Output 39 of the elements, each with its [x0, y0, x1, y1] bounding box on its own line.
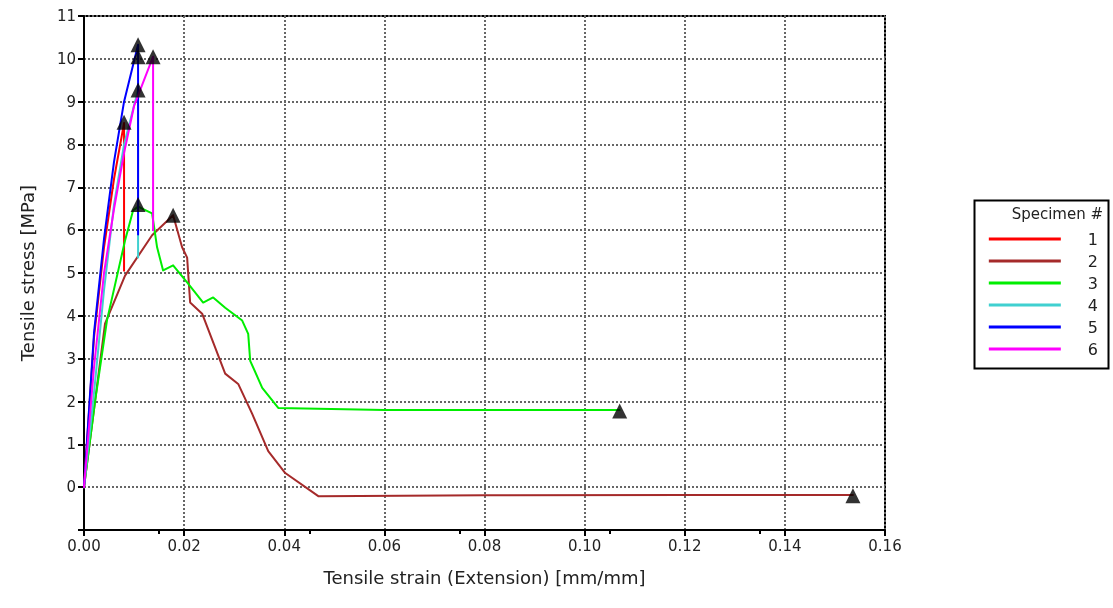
y-tick-label: 7 [66, 178, 76, 197]
point [116, 114, 132, 130]
y-tick-label: 9 [66, 92, 76, 111]
y-tick-label: 1 [66, 435, 76, 454]
y-tick-label: 6 [66, 221, 76, 240]
y-tick-label: 5 [66, 264, 76, 282]
y-tick-label: 3 [66, 349, 76, 368]
y-tick-label: 0 [66, 478, 76, 497]
point [145, 49, 161, 65]
y-tick-label: 10 [56, 49, 76, 68]
point [845, 488, 861, 504]
legend-label: 5 [1087, 317, 1099, 337]
y-axis-title: Tensile stress [MPa] [16, 184, 38, 363]
point [165, 207, 181, 223]
legend-label: 2 [1087, 251, 1099, 271]
x-tick-label: 0.14 [768, 536, 802, 555]
y-tick-label: 4 [66, 306, 76, 325]
point [130, 49, 146, 65]
x-axis-title: Tensile strain (Extension) [mm/mm] [322, 566, 646, 588]
x-tick-label: 0.16 [868, 536, 902, 555]
y-tick-label: 8 [66, 135, 76, 154]
x-tick-label: 0.02 [167, 536, 201, 555]
x-tick-label: 0.00 [67, 536, 101, 555]
x-tick-label: 0.04 [267, 536, 301, 555]
y-tick-label: 2 [66, 392, 76, 411]
x-tick-label: 0.12 [668, 536, 702, 555]
legend-title: Specimen # [1011, 204, 1104, 223]
y-tick-label: 11 [56, 7, 76, 25]
legend-label: 1 [1087, 229, 1099, 249]
point [612, 403, 628, 419]
x-tick-label: 0.06 [367, 536, 402, 555]
point [130, 196, 146, 212]
legend-label: 3 [1087, 273, 1099, 293]
x-tick-label: 0.10 [567, 536, 602, 555]
point [130, 82, 146, 98]
legend-label: 4 [1087, 295, 1099, 315]
point [130, 37, 146, 53]
legend-label: 6 [1087, 339, 1099, 359]
x-tick-label: 0.08 [467, 536, 502, 555]
